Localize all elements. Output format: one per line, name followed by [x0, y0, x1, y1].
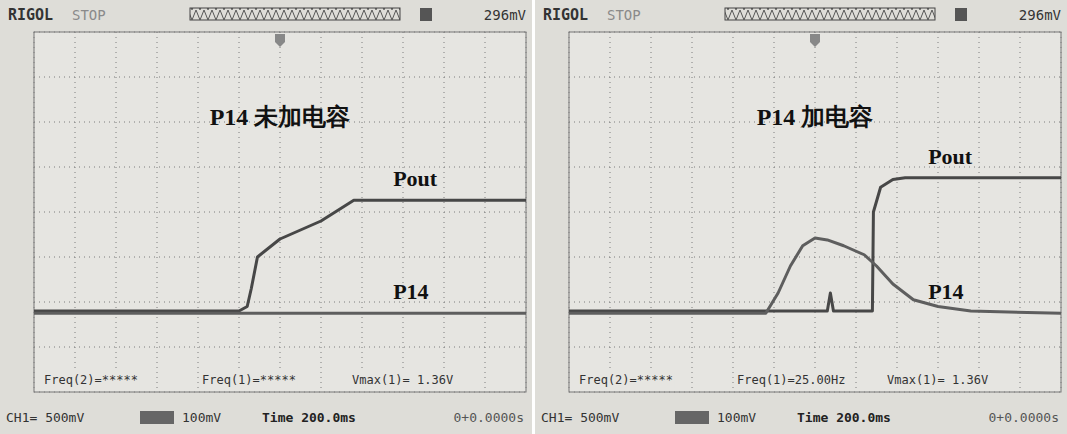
channel-badge — [675, 411, 709, 424]
channel-scale: 100mV — [717, 410, 756, 425]
measurement: Vmax(1)= 1.36V — [887, 373, 988, 387]
trace-label: P14 — [393, 279, 428, 304]
grid-line — [34, 347, 526, 348]
label-patch — [577, 372, 675, 388]
plot-area — [569, 32, 1061, 392]
time-base: Time 200.0ms — [797, 410, 891, 425]
grid-line — [938, 32, 939, 392]
plot-area — [34, 32, 526, 392]
panel-background — [535, 0, 1067, 434]
scope-panel: RIGOL STOP 296mV P14 未加电容 Pout P14 Freq(2)=***… — [0, 0, 532, 434]
grid-line — [362, 32, 363, 392]
grid-line — [34, 302, 526, 303]
trigger-marker — [275, 34, 285, 47]
chart-title: P14 加电容 — [757, 104, 874, 130]
grid-line — [157, 32, 158, 392]
grid-line — [569, 167, 1061, 168]
channel-scale: CH1= 500mV — [541, 410, 619, 425]
measurement: Vmax(1)= 1.36V — [352, 373, 453, 387]
trigger-level: 296mV — [484, 7, 527, 23]
brand: RIGOL — [8, 6, 53, 24]
grid-line — [34, 392, 526, 393]
label-patch — [885, 372, 990, 388]
traces — [34, 200, 526, 313]
grid-line — [198, 32, 199, 392]
time-offset: 0+0.0000s — [454, 410, 524, 425]
grid-line — [569, 77, 1061, 78]
measurement: Freq(1)=25.00Hz — [737, 373, 845, 387]
grid-line — [34, 32, 526, 33]
time-base: Time 200.0ms — [262, 410, 356, 425]
grid-line — [116, 32, 117, 392]
grid-line — [897, 32, 898, 392]
trace-label: Pout — [928, 144, 973, 169]
trace-label: P14 — [928, 279, 963, 304]
measurement: Freq(2)=***** — [44, 373, 138, 387]
grid-line — [569, 392, 1061, 393]
grid-line — [692, 32, 693, 392]
grid-line — [856, 32, 857, 392]
trace-label: Pout — [393, 166, 438, 191]
grid-line — [651, 32, 652, 392]
run-state: STOP — [607, 7, 641, 23]
panel-background — [0, 0, 532, 434]
scope-panel: RIGOL STOP 296mV P14 加电容 Pout P14 Freq(2)=****… — [535, 0, 1067, 434]
trace — [34, 200, 526, 311]
grid-line — [34, 167, 526, 168]
memory-bar — [725, 8, 935, 20]
brand: RIGOL — [543, 6, 588, 24]
channel-badge — [420, 8, 432, 21]
trace — [34, 312, 526, 315]
grid-line — [569, 257, 1061, 258]
measurement: Freq(2)=***** — [579, 373, 673, 387]
time-offset: 0+0.0000s — [989, 410, 1059, 425]
grid-line — [569, 302, 1061, 303]
grid-line — [403, 32, 404, 392]
trigger-level: 296mV — [1019, 7, 1062, 23]
grid-line — [569, 212, 1061, 213]
grid-line — [34, 257, 526, 258]
chart-title: P14 未加电容 — [210, 104, 351, 130]
traces — [569, 178, 1061, 313]
trace — [569, 238, 1061, 313]
run-state: STOP — [72, 7, 106, 23]
memory-bar — [190, 8, 400, 20]
grid-line — [321, 32, 322, 392]
grid-line — [569, 347, 1061, 348]
trace — [569, 178, 1061, 311]
channel-badge — [955, 8, 967, 21]
label-patch — [350, 372, 455, 388]
measurement: Freq(1)=***** — [202, 373, 296, 387]
channel-scale: 100mV — [182, 410, 221, 425]
grid-line — [733, 32, 734, 392]
label-patch — [735, 372, 847, 388]
grid-line — [569, 32, 1061, 33]
label-patch — [200, 372, 298, 388]
figure: RIGOL STOP 296mV P14 未加电容 Pout P14 Freq(2)=***… — [0, 0, 1067, 434]
channel-scale: CH1= 500mV — [6, 410, 84, 425]
grid-line — [34, 212, 526, 213]
trigger-marker — [810, 34, 820, 47]
grid-line — [34, 77, 526, 78]
label-patch — [42, 372, 140, 388]
channel-badge — [140, 411, 174, 424]
